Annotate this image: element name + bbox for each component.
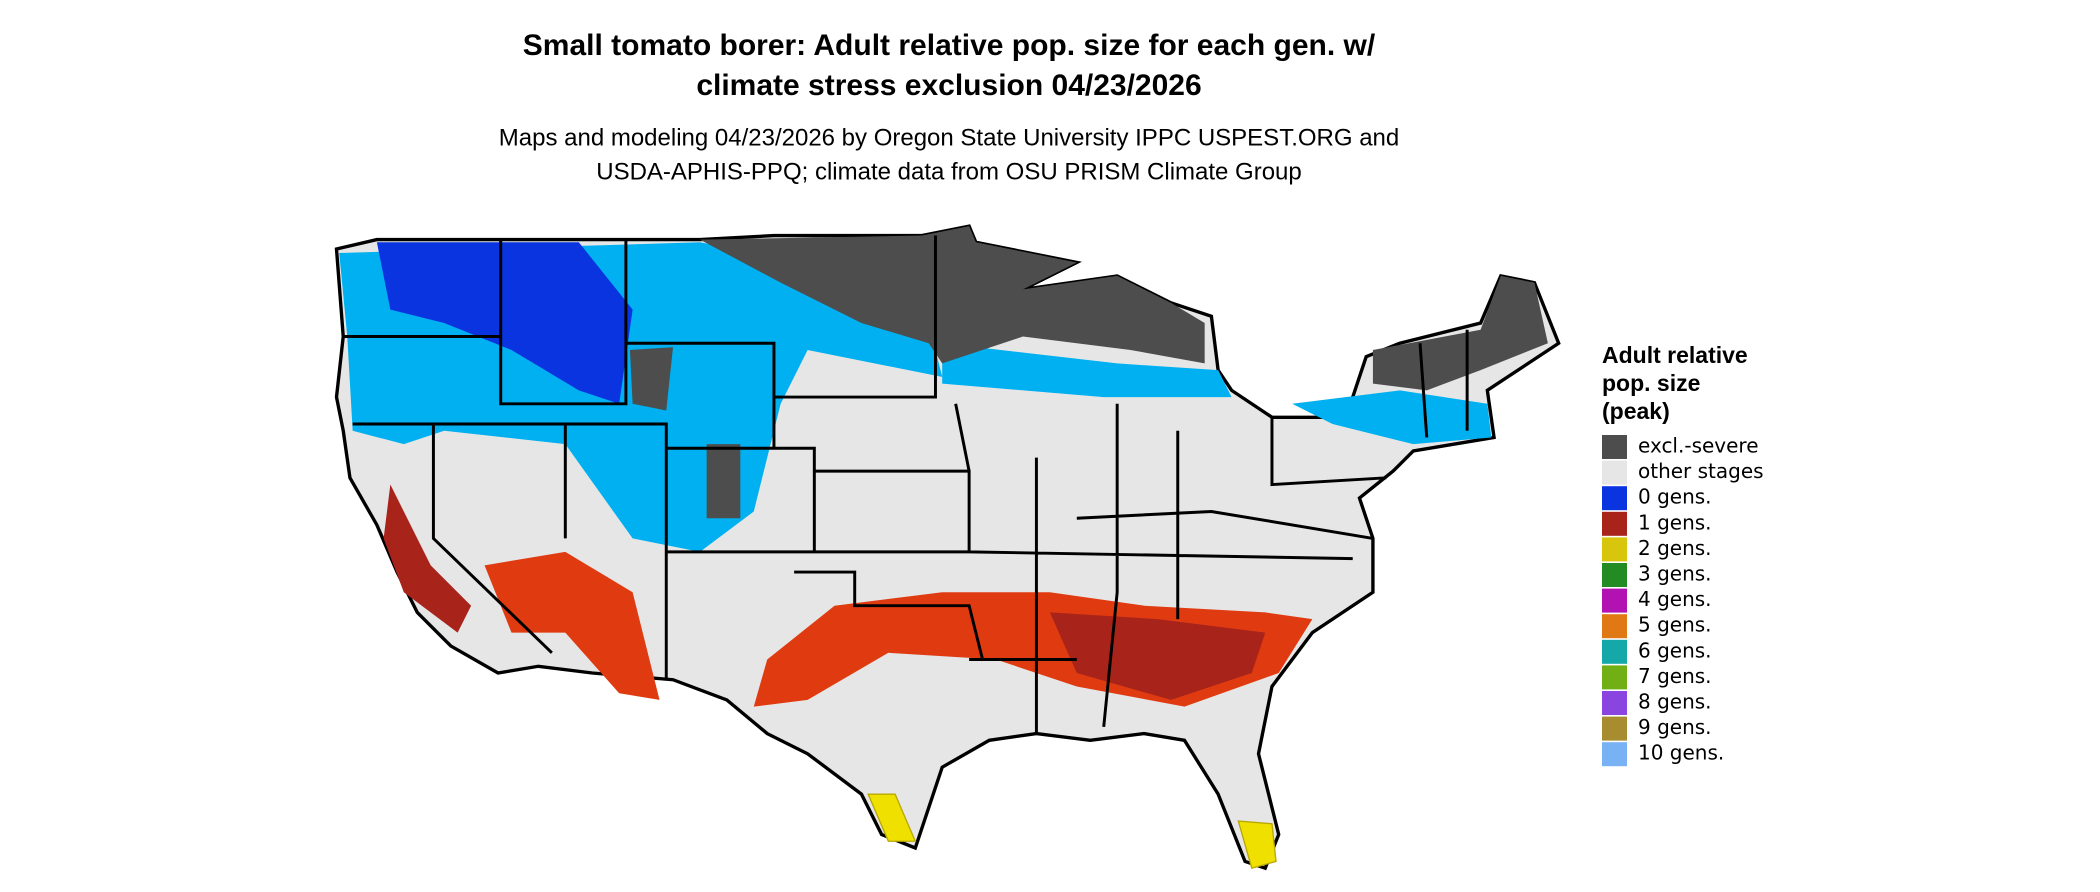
us-map bbox=[334, 224, 1561, 871]
legend-title: pop. size bbox=[1602, 370, 1700, 396]
legend-swatch bbox=[1602, 511, 1627, 536]
blue-northeast bbox=[942, 343, 1492, 445]
subtitle: Maps and modeling 04/23/2026 by Oregon S… bbox=[499, 124, 1399, 151]
legend-title: (peak) bbox=[1602, 398, 1670, 424]
deep-blue-region bbox=[376, 242, 633, 404]
legend-label: 4 gens. bbox=[1638, 587, 1712, 611]
legend-swatch bbox=[1602, 588, 1627, 613]
legend-label: 2 gens. bbox=[1638, 536, 1712, 560]
legend-swatch bbox=[1602, 665, 1627, 690]
legend-swatch bbox=[1602, 537, 1627, 562]
legend-swatch bbox=[1602, 742, 1627, 767]
legend-swatch bbox=[1602, 691, 1627, 715]
title: climate stress exclusion 04/23/2026 bbox=[696, 69, 1201, 102]
subtitle: USDA-APHIS-PPQ; climate data from OSU PR… bbox=[596, 158, 1302, 185]
legend-swatch bbox=[1602, 435, 1627, 459]
header: Small tomato borer: Adult relative pop. … bbox=[499, 29, 1399, 185]
legend-swatch bbox=[1602, 460, 1627, 485]
legend-label: excl.-severe bbox=[1638, 434, 1759, 458]
legend-swatch bbox=[1602, 563, 1627, 587]
legend-label: other stages bbox=[1638, 459, 1764, 483]
legend-label: 3 gens. bbox=[1638, 562, 1712, 586]
legend-label: 10 gens. bbox=[1638, 741, 1724, 765]
legend-swatch bbox=[1602, 486, 1627, 511]
legend-label: 9 gens. bbox=[1638, 715, 1712, 739]
legend-label: 1 gens. bbox=[1638, 510, 1712, 534]
legend-swatch bbox=[1602, 639, 1627, 664]
legend-swatch bbox=[1602, 614, 1627, 639]
legend-swatch bbox=[1602, 716, 1627, 741]
red-southwest bbox=[484, 551, 660, 700]
dark-red-south bbox=[383, 484, 1266, 700]
legend-title: Adult relative bbox=[1602, 342, 1748, 368]
state-lines bbox=[343, 235, 1469, 734]
legend-label: 8 gens. bbox=[1638, 690, 1712, 714]
legend-label: 5 gens. bbox=[1638, 613, 1712, 637]
title: Small tomato borer: Adult relative pop. … bbox=[523, 29, 1376, 62]
legend-label: 6 gens. bbox=[1638, 638, 1712, 662]
excluded-region bbox=[629, 226, 1548, 519]
legend-label: 0 gens. bbox=[1638, 485, 1712, 509]
legend-label: 7 gens. bbox=[1638, 664, 1712, 688]
yellow-tips bbox=[867, 793, 1277, 869]
